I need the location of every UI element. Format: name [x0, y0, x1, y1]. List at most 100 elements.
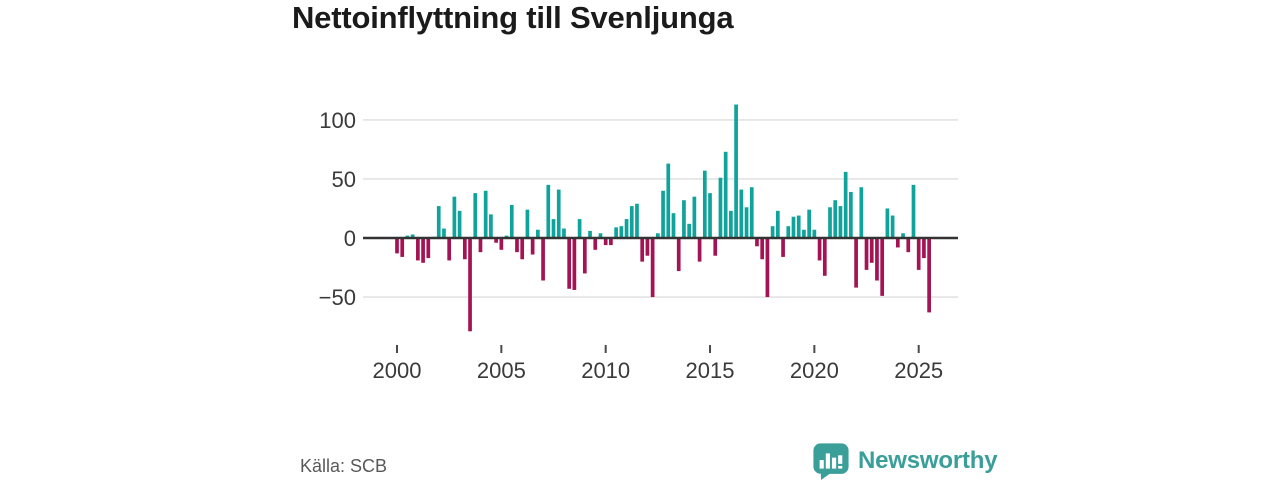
bar-2002-q4 [452, 196, 457, 238]
bar-2020-q4 [828, 207, 832, 238]
bar-2003-q3 [468, 238, 472, 332]
bar-2011-q3 [635, 203, 639, 238]
bar-2012-q3 [656, 233, 660, 238]
bar-2018-q1 [770, 226, 775, 238]
bar-2011-q4 [640, 238, 645, 262]
bar-2015-q3 [718, 177, 723, 238]
bar-2015-q2 [713, 238, 718, 256]
y-axis-label-50: 50 [332, 167, 356, 192]
x-axis-label-2020: 2020 [790, 358, 839, 383]
bar-2014-q4 [702, 170, 707, 238]
bar-2005-q1 [499, 238, 504, 250]
bar-2014-q1 [687, 223, 691, 238]
bar-2019-q2 [796, 215, 801, 238]
bar-2020-q2 [817, 238, 822, 261]
bar-2009-q4 [598, 233, 603, 238]
bar-2022-q2 [859, 187, 864, 238]
bar-2002-q1 [436, 206, 441, 238]
bar-2001-q3 [426, 238, 431, 259]
bar-2016-q1 [729, 210, 733, 238]
bar-2024-q4 [911, 184, 916, 238]
x-axis-label-2015: 2015 [686, 358, 735, 383]
bar-2008-q4 [577, 219, 582, 238]
x-axis-label-2010: 2010 [581, 358, 630, 383]
bar-2015-q4 [723, 151, 728, 238]
bar-2013-q1 [666, 163, 671, 238]
bar-2025-q2 [922, 238, 926, 259]
bar-2022-q3 [864, 238, 869, 270]
bar-2009-q1 [582, 238, 587, 274]
bar-2021-q4 [849, 191, 853, 238]
bar-2003-q2 [462, 238, 467, 260]
newsworthy-logo: Newsworthy [812, 442, 998, 480]
bar-2013-q2 [671, 213, 676, 238]
bar-2005-q3 [509, 204, 514, 238]
source-note: Källa: SCB [300, 456, 388, 476]
bar-2016-q3 [739, 189, 744, 238]
bar-2010-q1 [603, 238, 608, 246]
logo-mini-barchart [819, 453, 843, 469]
bar-2006-q4 [536, 229, 540, 238]
bar-2006-q2 [525, 209, 530, 238]
bar-2023-q1 [875, 238, 879, 281]
bar-2000-q1 [395, 238, 399, 254]
y-axis-label--50: −50 [319, 285, 356, 310]
bar-2024-q3 [906, 238, 911, 253]
bar-2015-q1 [708, 193, 712, 238]
x-axis-label-2025: 2025 [894, 358, 943, 383]
bar-2010-q3 [614, 227, 618, 238]
bar-2024-q1 [895, 238, 900, 248]
bar-2023-q2 [880, 238, 885, 296]
chart-title: Nettoinflyttning till Svenljunga [292, 0, 734, 35]
bar-2014-q3 [697, 238, 702, 262]
bar-2017-q2 [755, 238, 759, 247]
bar-2007-q3 [551, 219, 556, 238]
bar-2007-q2 [546, 184, 551, 238]
bar-2002-q3 [447, 238, 452, 261]
bar-2012-q4 [661, 190, 665, 238]
bar-2003-q4 [473, 193, 478, 238]
bar-2004-q2 [483, 190, 488, 238]
bar-2013-q4 [682, 200, 686, 238]
bar-2001-q1 [416, 238, 420, 261]
bar-2019-q1 [791, 216, 796, 238]
bar-2025-q1 [916, 238, 921, 270]
x-axis-label-2000: 2000 [373, 358, 422, 383]
bar-2023-q4 [890, 215, 895, 238]
bar-2017-q1 [749, 187, 754, 238]
bar-2017-q3 [760, 238, 765, 260]
bar-2005-q4 [515, 238, 519, 253]
bar-2022-q1 [854, 238, 858, 288]
bar-2000-q4 [410, 234, 415, 238]
bar-2011-q1 [624, 219, 629, 238]
bar-2025-q3 [927, 238, 931, 313]
bar-2004-q1 [478, 238, 483, 253]
newsworthy-logo-icon [813, 443, 849, 480]
bar-2001-q2 [421, 238, 425, 263]
bar-2009-q3 [593, 238, 598, 250]
bar-2016-q2 [734, 104, 738, 238]
y-axis-label-0: 0 [344, 226, 356, 251]
bar-2003-q1 [457, 210, 462, 238]
bar-2018-q2 [775, 210, 780, 238]
bar-2008-q1 [562, 228, 566, 238]
bar-2021-q2 [838, 206, 843, 238]
bar-2002-q2 [442, 228, 446, 238]
y-axis-label-100: 100 [319, 108, 356, 133]
bar-2019-q4 [807, 209, 811, 238]
bar-2024-q2 [901, 233, 905, 238]
bar-2022-q4 [869, 238, 874, 263]
bar-2012-q2 [650, 238, 655, 298]
bar-2018-q4 [786, 226, 791, 238]
bar-2020-q1 [812, 229, 817, 238]
bar-2014-q2 [692, 196, 697, 238]
bar-2021-q1 [833, 200, 838, 238]
bar-2007-q4 [556, 189, 561, 238]
bar-2006-q3 [530, 238, 535, 255]
bar-2011-q2 [629, 206, 634, 238]
bar-2004-q3 [489, 214, 493, 238]
newsworthy-wordmark: Newsworthy [858, 447, 998, 474]
bar-2006-q1 [520, 238, 525, 260]
